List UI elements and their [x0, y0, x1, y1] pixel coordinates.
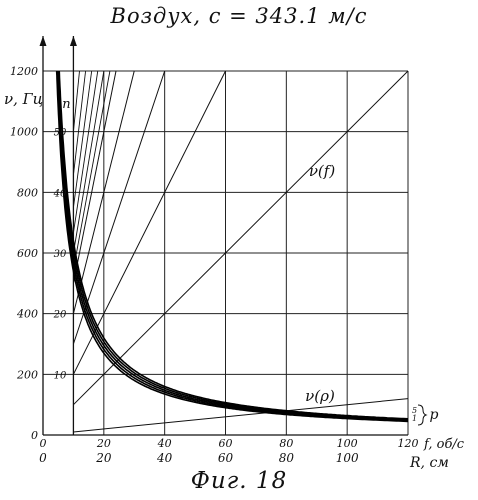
x-tick-label-f: 20 [96, 437, 111, 450]
x-tick-label-R: 60 [218, 451, 234, 465]
x-tick-label-f: 80 [279, 437, 293, 450]
label-nu-f: ν(f) [309, 162, 336, 180]
y-axis-label: ν, Гц [4, 90, 43, 108]
p-brace [418, 405, 426, 425]
x-axis-label-f: f, об/с [423, 437, 465, 452]
linear-line-n1 [73, 399, 408, 432]
linear-ray [73, 71, 79, 132]
x-tick-label-f: 60 [219, 437, 233, 450]
figure-caption: Фиг. 18 [0, 468, 478, 494]
x-tick-label-R: 80 [279, 451, 295, 465]
y-tick-label: 800 [17, 186, 38, 199]
series-group [57, 71, 408, 432]
x-tick-label-R: 100 [336, 451, 359, 465]
n-tick-label: 10 [54, 370, 67, 381]
x-tick-label-f: 100 [337, 437, 358, 450]
x-tick-label-f: 120 [398, 437, 419, 450]
linear-line-n50 [73, 71, 116, 283]
x-tick-label-R: 40 [156, 451, 173, 465]
n-axis-arrow [70, 36, 77, 46]
n-tick-label: 50 [54, 128, 67, 139]
n-tick-label: 30 [54, 249, 67, 260]
x-tick-label-R: 0 [39, 451, 47, 465]
y-axis-arrow [40, 36, 47, 46]
y-tick-label: 200 [16, 368, 38, 381]
x-tick-label-R: 20 [95, 451, 112, 465]
x-tick-label-f: 0 [40, 437, 47, 450]
linear-ray [73, 71, 103, 253]
y-tick-label: 600 [17, 247, 38, 260]
axes [40, 36, 409, 435]
label-nu-p: ν(ρ) [305, 387, 335, 405]
p-value-bottom: 1 [412, 414, 417, 423]
n-axis-label: n [62, 97, 70, 112]
y-tick-label: 400 [16, 308, 38, 321]
y-tick-label: 1200 [10, 65, 38, 78]
label-p: p [430, 407, 439, 423]
n-tick-label: 40 [53, 188, 67, 199]
n-tick-label: 20 [53, 310, 67, 321]
y-tick-label: 1000 [10, 126, 38, 139]
linear-line-n10 [73, 71, 408, 405]
y-tick-label: 0 [31, 429, 38, 442]
x-tick-label-f: 40 [157, 437, 172, 450]
